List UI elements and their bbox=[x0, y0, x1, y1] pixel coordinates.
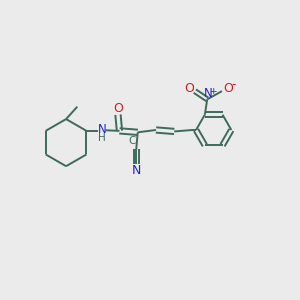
Text: N: N bbox=[204, 87, 212, 100]
Text: H: H bbox=[98, 133, 106, 143]
Text: O: O bbox=[184, 82, 194, 95]
Text: +: + bbox=[209, 87, 216, 96]
Text: O: O bbox=[113, 102, 123, 115]
Text: C: C bbox=[128, 136, 136, 146]
Text: N: N bbox=[132, 164, 141, 177]
Text: O: O bbox=[224, 82, 233, 95]
Text: -: - bbox=[232, 78, 236, 91]
Text: N: N bbox=[98, 123, 106, 136]
